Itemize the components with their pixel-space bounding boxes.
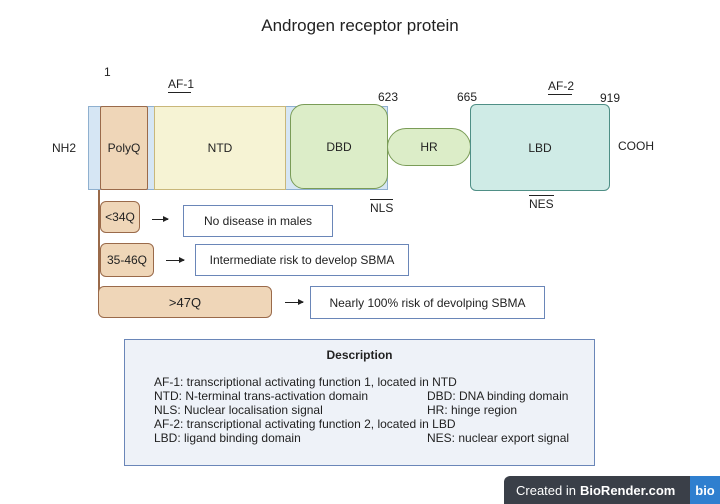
outcome-text-long: Nearly 100% risk of devolping SBMA <box>329 295 526 310</box>
repeat-box-long: >47Q <box>98 286 272 318</box>
af1-label: AF-1 <box>168 77 195 91</box>
af1-underline <box>168 92 191 93</box>
arrow-right-icon <box>166 257 185 263</box>
description-ntd: NTD: N-terminal trans-activation domain <box>154 389 369 403</box>
biorender-logo-icon: bio <box>690 476 720 504</box>
repeat-label-long: >47Q <box>168 294 202 310</box>
outcome-box-long: Nearly 100% risk of devolping SBMA <box>310 286 545 319</box>
repeat-box-intermediate: 35-46Q <box>100 243 154 277</box>
position-665: 665 <box>457 90 478 104</box>
description-nes: NES: nuclear export signal <box>427 431 570 445</box>
arrow-right-icon <box>285 299 304 305</box>
outcome-text-intermediate: Intermediate risk to develop SBMA <box>209 253 395 267</box>
nls-label: NLS <box>370 199 394 215</box>
polyq-connector <box>98 190 100 298</box>
nes-label: NES <box>529 195 554 211</box>
polyq-domain: PolyQ <box>100 106 148 190</box>
hr-label: HR <box>420 140 438 154</box>
position-start: 1 <box>104 65 111 79</box>
position-623: 623 <box>378 90 399 104</box>
lbd-domain: LBD <box>470 104 610 191</box>
description-title: Description <box>326 348 393 362</box>
lbd-label: LBD <box>528 140 552 155</box>
outcome-box-short: No disease in males <box>183 205 333 237</box>
description-nls: NLS: Nuclear localisation signal <box>154 403 323 417</box>
position-919: 919 <box>600 91 621 105</box>
ntd-domain: NTD <box>154 106 286 190</box>
n-terminus-label: NH2 <box>52 141 77 155</box>
badge-prefix: Created in <box>516 482 576 498</box>
ntd-label: NTD <box>207 141 233 155</box>
arrow-right-icon <box>152 216 169 222</box>
hr-domain: HR <box>387 128 471 166</box>
dbd-domain: DBD <box>290 104 388 189</box>
repeat-label-short: <34Q <box>105 210 135 224</box>
c-terminus-label: COOH <box>618 139 654 153</box>
description-panel: Description AF-1: transcriptional activa… <box>124 339 595 466</box>
description-hr: HR: hinge region <box>427 403 518 417</box>
description-af2: AF-2: transcriptional activating functio… <box>154 417 456 431</box>
repeat-label-intermediate: 35-46Q <box>106 253 148 267</box>
diagram-title: Androgen receptor protein <box>261 16 459 35</box>
af2-underline <box>548 94 572 95</box>
description-af1: AF-1: transcriptional activating functio… <box>154 375 457 389</box>
polyq-label: PolyQ <box>107 141 141 155</box>
af2-label: AF-2 <box>548 79 575 93</box>
outcome-text-short: No disease in males <box>203 214 313 228</box>
repeat-box-short: <34Q <box>100 201 140 233</box>
dbd-label: DBD <box>326 139 352 154</box>
badge-brand: BioRender.com <box>579 482 676 498</box>
outcome-box-intermediate: Intermediate risk to develop SBMA <box>195 244 409 276</box>
description-lbd: LBD: ligand binding domain <box>154 431 301 445</box>
description-dbd: DBD: DNA binding domain <box>427 389 569 403</box>
biorender-badge[interactable]: Created in BioRender.com bio <box>504 476 720 504</box>
